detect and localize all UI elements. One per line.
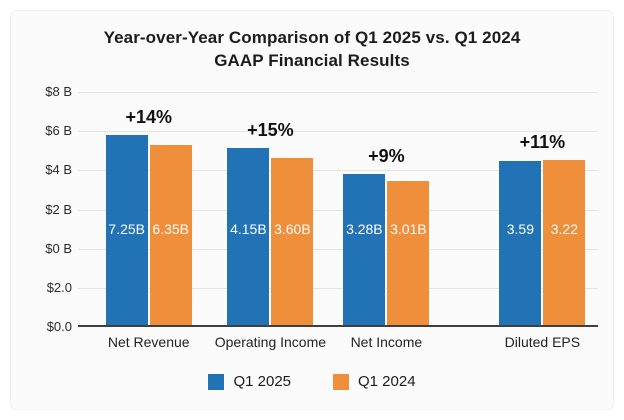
- pct-change-label: +11%: [519, 132, 566, 153]
- x-axis-label-net-revenue: Net Revenue: [107, 334, 190, 350]
- legend-label: Q1 2025: [233, 373, 291, 390]
- x-axis-label-net-income: Net Income: [350, 334, 423, 350]
- bar-q1-2025: 7.25B: [105, 134, 148, 325]
- bar-q1-2024: 6.35B: [149, 145, 192, 325]
- gridline: [78, 248, 598, 250]
- bar-value-label: 3.59: [506, 221, 534, 237]
- bar-q1-2025: 3.28B: [343, 173, 386, 325]
- bar-value-label: 4.15B: [230, 221, 267, 237]
- bar-q1-2025: 3.59: [499, 160, 542, 325]
- gridline: [78, 131, 598, 133]
- bar-q1-2024: 3.60B: [271, 157, 314, 325]
- bar-value-label: 6.35B: [152, 221, 190, 237]
- bar-q1-2025: 4.15B: [227, 148, 270, 325]
- legend-item-q1-2025: Q1 2025: [208, 373, 291, 390]
- bar-value-label: 3.28B: [346, 221, 383, 237]
- y-tick-label: $2.0: [46, 279, 72, 295]
- plot-area: 7.25B 6.35B +14% 4.15B 3.60B +15% 3.28B 3.01B +9…: [78, 92, 598, 327]
- bar-q1-2024: 3.22: [543, 160, 586, 325]
- y-tick-label: $0 B: [45, 240, 72, 256]
- chart-title-line1: Year-over-Year Comparison of Q1 2025 vs.…: [103, 28, 521, 47]
- bar-value-label: 3.01B: [390, 221, 427, 237]
- legend: Q1 2025 Q1 2024: [0, 373, 624, 390]
- pct-change-label: +14%: [125, 106, 172, 127]
- legend-swatch-icon: [208, 373, 225, 390]
- chart-title: Year-over-Year Comparison of Q1 2025 vs.…: [0, 26, 624, 72]
- pct-change-label: +15%: [247, 120, 294, 141]
- gridline: [78, 170, 598, 172]
- legend-swatch-icon: [333, 373, 349, 390]
- legend-item-q1-2024: Q1 2024: [333, 373, 416, 390]
- y-tick-label: $6 B: [45, 123, 72, 139]
- bar-q1-2024: 3.01B: [387, 180, 430, 325]
- bar-value-label: 3.60B: [274, 221, 311, 237]
- legend-label: Q1 2024: [358, 373, 416, 390]
- y-tick-label: $0.0: [46, 319, 72, 334]
- x-axis-label-diluted-eps: Diluted EPS: [504, 334, 581, 350]
- y-tick-label: $4 B: [45, 162, 72, 178]
- y-tick-label: $8 B: [45, 84, 72, 99]
- bar-value-label: 3.22: [550, 221, 578, 237]
- y-tick-label: $2 B: [45, 201, 72, 217]
- chart-title-line2: GAAP Financial Results: [214, 51, 410, 70]
- gridline: [78, 287, 598, 289]
- x-axis-label-operating-income: Operating Income: [214, 334, 327, 350]
- gridline: [78, 209, 598, 211]
- pct-change-label: +9%: [368, 145, 405, 166]
- bar-value-label: 7.25B: [108, 221, 146, 237]
- gridline: [78, 92, 598, 93]
